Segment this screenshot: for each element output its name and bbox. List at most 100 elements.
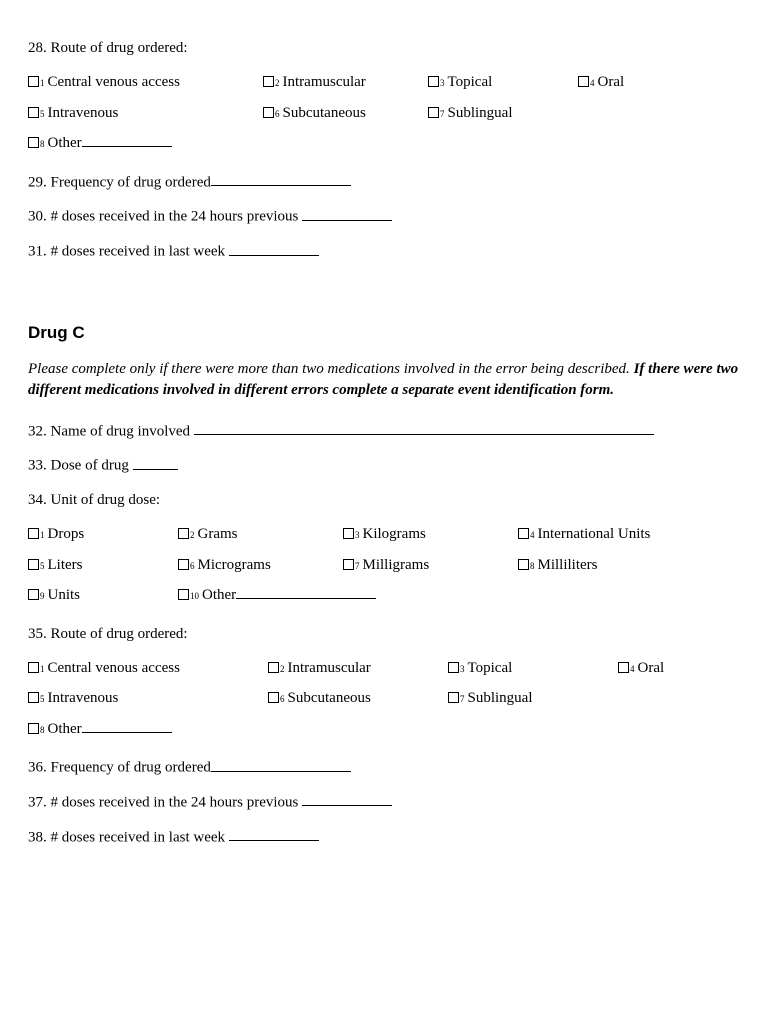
- q37-blank[interactable]: [302, 792, 392, 807]
- q36-number: 36.: [28, 760, 47, 776]
- checkbox-icon: [28, 107, 39, 118]
- q30-text: # doses received in the 24 hours previou…: [51, 209, 299, 225]
- question-37: 37. # doses received in the 24 hours pre…: [28, 792, 740, 813]
- q35-options: 1 Central venous access 2 Intramuscular …: [28, 658, 740, 739]
- question-36: 36. Frequency of drug ordered: [28, 757, 740, 778]
- q32-text: Name of drug involved: [51, 423, 191, 439]
- q28-opt-1[interactable]: 1 Central venous access: [28, 72, 263, 92]
- question-28: 28. Route of drug ordered:: [28, 38, 740, 58]
- q28-opt-7[interactable]: 7 Sublingual: [428, 103, 578, 123]
- checkbox-icon: [343, 528, 354, 539]
- q35-other-blank[interactable]: [82, 718, 172, 733]
- q34-other-blank[interactable]: [236, 585, 376, 600]
- checkbox-icon: [518, 528, 529, 539]
- question-38: 38. # doses received in last week: [28, 827, 740, 848]
- checkbox-icon: [263, 107, 274, 118]
- q30-number: 30.: [28, 209, 47, 225]
- q33-text: Dose of drug: [51, 458, 129, 474]
- q35-opt-3[interactable]: 3 Topical: [448, 658, 618, 678]
- q35-opt-8[interactable]: 8 Other: [28, 718, 172, 739]
- q37-number: 37.: [28, 794, 47, 810]
- checkbox-icon: [28, 662, 39, 673]
- checkbox-icon: [268, 662, 279, 673]
- checkbox-icon: [28, 692, 39, 703]
- checkbox-icon: [28, 528, 39, 539]
- q36-blank[interactable]: [211, 757, 351, 772]
- q34-opt-1[interactable]: 1 Drops: [28, 524, 178, 544]
- q34-opt-8[interactable]: 8 Milliliters: [518, 555, 598, 575]
- checkbox-icon: [428, 107, 439, 118]
- question-30: 30. # doses received in the 24 hours pre…: [28, 206, 740, 227]
- q35-opt-5[interactable]: 5 Intravenous: [28, 688, 268, 708]
- checkbox-icon: [428, 76, 439, 87]
- q31-text: # doses received in last week: [51, 244, 226, 260]
- q28-opt-6[interactable]: 6 Subcutaneous: [263, 103, 428, 123]
- q29-number: 29.: [28, 174, 47, 190]
- q34-opt-3[interactable]: 3 Kilograms: [343, 524, 518, 544]
- checkbox-icon: [263, 76, 274, 87]
- q35-opt-4[interactable]: 4 Oral: [618, 658, 664, 678]
- q35-text: Route of drug ordered:: [51, 626, 188, 642]
- checkbox-icon: [518, 559, 529, 570]
- q35-opt-2[interactable]: 2 Intramuscular: [268, 658, 448, 678]
- q34-opt-6[interactable]: 6 Micrograms: [178, 555, 343, 575]
- q38-blank[interactable]: [229, 827, 319, 842]
- question-35: 35. Route of drug ordered:: [28, 624, 740, 644]
- q38-number: 38.: [28, 829, 47, 845]
- q38-text: # doses received in last week: [51, 829, 226, 845]
- q28-text: Route of drug ordered:: [51, 40, 188, 56]
- q34-options: 1 Drops 2 Grams 3 Kilograms 4 Internatio…: [28, 524, 740, 605]
- checkbox-icon: [448, 692, 459, 703]
- checkbox-icon: [28, 76, 39, 87]
- question-31: 31. # doses received in last week: [28, 241, 740, 262]
- q29-text: Frequency of drug ordered: [51, 174, 211, 190]
- q29-blank[interactable]: [211, 172, 351, 187]
- q28-opt-4[interactable]: 4 Oral: [578, 72, 624, 92]
- q28-opt-5[interactable]: 5 Intravenous: [28, 103, 263, 123]
- q31-number: 31.: [28, 244, 47, 260]
- instr-plain: Please complete only if there were more …: [28, 361, 634, 377]
- checkbox-icon: [268, 692, 279, 703]
- checkbox-icon: [578, 76, 589, 87]
- checkbox-icon: [28, 559, 39, 570]
- q33-number: 33.: [28, 458, 47, 474]
- q34-opt-10[interactable]: 10 Other: [178, 585, 376, 606]
- q34-opt-2[interactable]: 2 Grams: [178, 524, 343, 544]
- q28-opt-2[interactable]: 2 Intramuscular: [263, 72, 428, 92]
- q34-opt-4[interactable]: 4 International Units: [518, 524, 650, 544]
- checkbox-icon: [28, 137, 39, 148]
- q32-blank[interactable]: [194, 421, 654, 436]
- q30-blank[interactable]: [302, 206, 392, 221]
- checkbox-icon: [448, 662, 459, 673]
- q35-opt-6[interactable]: 6 Subcutaneous: [268, 688, 448, 708]
- checkbox-icon: [178, 528, 189, 539]
- q28-opt-8[interactable]: 8 Other: [28, 133, 172, 154]
- q34-opt-7[interactable]: 7 Milligrams: [343, 555, 518, 575]
- question-34: 34. Unit of drug dose:: [28, 490, 740, 510]
- question-32: 32. Name of drug involved: [28, 421, 740, 442]
- checkbox-icon: [28, 723, 39, 734]
- q35-opt-7[interactable]: 7 Sublingual: [448, 688, 533, 708]
- q28-other-blank[interactable]: [82, 133, 172, 148]
- q32-number: 32.: [28, 423, 47, 439]
- question-33: 33. Dose of drug: [28, 455, 740, 476]
- q34-opt-5[interactable]: 5 Liters: [28, 555, 178, 575]
- section-drug-c-instructions: Please complete only if there were more …: [28, 359, 740, 401]
- q34-number: 34.: [28, 492, 47, 508]
- checkbox-icon: [28, 589, 39, 600]
- q28-number: 28.: [28, 40, 47, 56]
- q34-text: Unit of drug dose:: [51, 492, 161, 508]
- checkbox-icon: [178, 589, 189, 600]
- q35-number: 35.: [28, 626, 47, 642]
- q37-text: # doses received in the 24 hours previou…: [51, 794, 299, 810]
- q34-opt-9[interactable]: 9 Units: [28, 585, 178, 606]
- checkbox-icon: [178, 559, 189, 570]
- section-drug-c-title: Drug C: [28, 322, 740, 345]
- q28-options: 1 Central venous access 2 Intramuscular …: [28, 72, 740, 153]
- q36-text: Frequency of drug ordered: [51, 760, 211, 776]
- checkbox-icon: [618, 662, 629, 673]
- q35-opt-1[interactable]: 1 Central venous access: [28, 658, 268, 678]
- q28-opt-3[interactable]: 3 Topical: [428, 72, 578, 92]
- q33-blank[interactable]: [133, 455, 178, 470]
- q31-blank[interactable]: [229, 241, 319, 256]
